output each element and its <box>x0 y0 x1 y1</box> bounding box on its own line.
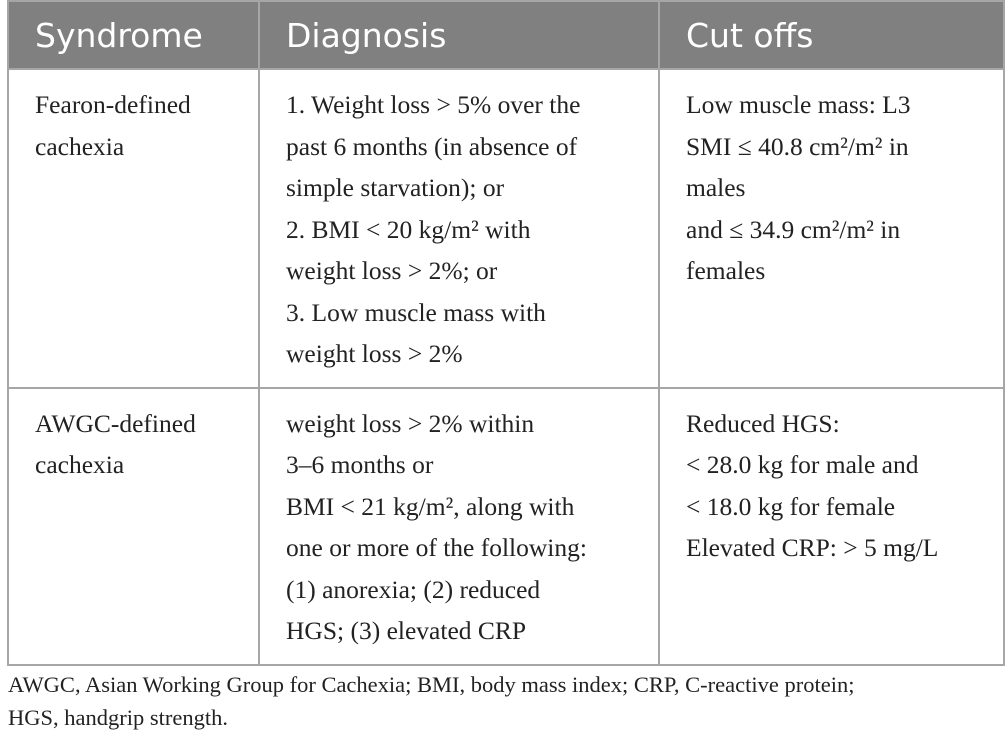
column-header: Syndrome <box>7 0 260 70</box>
table-cell: AWGC-defined cachexia <box>7 386 260 666</box>
cell-line: weight loss > 2% within <box>286 408 535 438</box>
table-cell: weight loss > 2% within 3–6 months or BMI … <box>258 386 660 666</box>
footnote-line: AWGC, Asian Working Group for Cachexia; … <box>8 672 855 697</box>
header-row: Syndrome Diagnosis Cut offs <box>7 0 1005 70</box>
cell-line: Reduced HGS: <box>686 408 840 438</box>
cell-line: cachexia <box>35 131 125 161</box>
cell-line: < 28.0 kg for male and <box>686 450 919 479</box>
table-cell: Reduced HGS: < 28.0 kg for male and < 18.0… <box>658 386 1005 666</box>
cell-line: Low muscle mass: L3 <box>686 90 911 119</box>
cell-line: weight loss > 2% <box>286 339 463 368</box>
table-row: AWGC-defined cachexia weight loss > 2% wit… <box>7 386 1005 666</box>
table: Syndrome Diagnosis Cut offs Fearon-defined… <box>7 0 1005 666</box>
table-body: Fearon-defined cachexia 1. Weight loss > 5… <box>7 68 1005 666</box>
column-header: Diagnosis <box>258 0 660 70</box>
cell-line: BMI < 21 kg/m², along with <box>286 491 575 521</box>
cell-line: SMI ≤ 40.8 cm²/m² in <box>686 131 909 161</box>
cell-line: Fearon-defined <box>35 90 191 119</box>
table-cell: Fearon-defined cachexia <box>7 68 260 389</box>
cell-line: (1) anorexia; (2) reduced <box>286 574 541 604</box>
cell-line: and ≤ 34.9 cm²/m² in <box>686 214 901 244</box>
cell-line: one or more of the following: <box>286 533 587 562</box>
cell-line: AWGC-defined <box>35 408 196 438</box>
cell-line: 3. Low muscle mass with <box>286 297 546 327</box>
footnote: AWGC, Asian Working Group for Cachexia; … <box>8 668 854 734</box>
cell-line: 1. Weight loss > 5% over the <box>286 90 581 119</box>
cell-line: 3–6 months or <box>286 450 434 479</box>
column-header: Cut offs <box>658 0 1005 70</box>
table-cell: Low muscle mass: L3 SMI ≤ 40.8 cm²/m² in m… <box>658 68 1005 389</box>
cell-line: past 6 months (in absence of <box>286 131 578 161</box>
cell-line: Elevated CRP: > 5 mg/L <box>686 533 939 562</box>
cell-line: HGS; (3) elevated CRP <box>286 616 527 645</box>
table-row: Fearon-defined cachexia 1. Weight loss > 5… <box>7 68 1005 389</box>
table-cell: 1. Weight loss > 5% over the past 6 month… <box>258 68 660 389</box>
cell-line: 2. BMI < 20 kg/m² with <box>286 214 531 244</box>
cell-line: < 18.0 kg for female <box>686 491 896 521</box>
cell-line: females <box>686 256 766 285</box>
cell-line: weight loss > 2%; or <box>286 256 498 285</box>
cell-line: simple starvation); or <box>286 173 505 202</box>
cell-line: males <box>686 173 746 202</box>
footnote-line: HGS, handgrip strength. <box>8 705 228 730</box>
cell-line: cachexia <box>35 450 125 479</box>
